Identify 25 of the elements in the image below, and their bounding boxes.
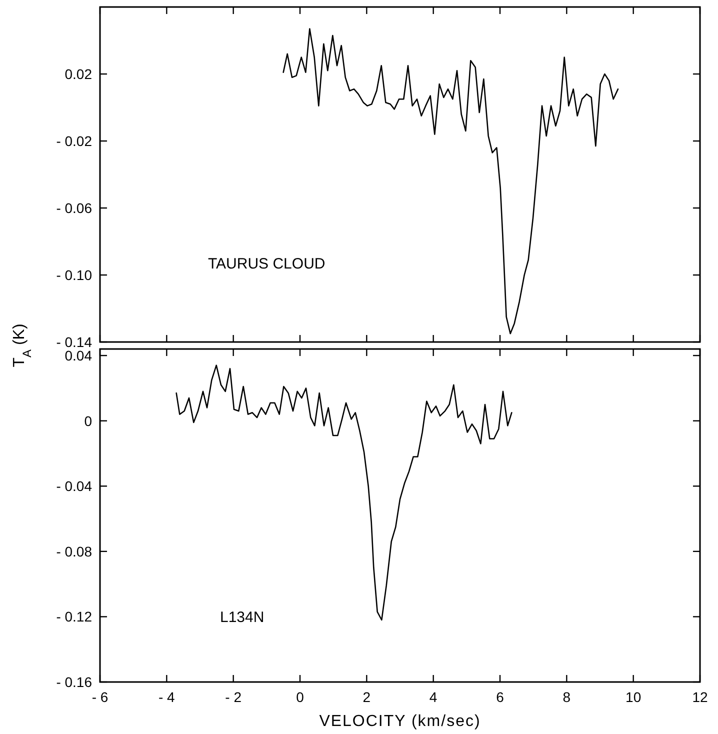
x-tick-label: 8 [562,689,571,705]
x-axis-title: VELOCITY (km/sec) [319,713,481,730]
line-series [176,364,512,621]
x-tick-label: - 4 [158,689,176,705]
x-tick-label: 4 [429,689,438,705]
x-tick-label: - 2 [225,689,242,705]
x-tick-label: 10 [626,689,642,705]
y-tick-label: - 0.10 [56,267,92,283]
x-tick-label: 0 [296,689,304,705]
x-tick-label: 2 [362,689,371,705]
y-tick-label: - 0.04 [56,478,92,494]
annotation: TAURUS CLOUD [208,255,326,272]
y-tick-label: 0.02 [64,66,92,82]
y-tick-label: 0.04 [64,348,92,364]
y-tick-label: - 0.08 [56,543,92,560]
x-tick-label: 12 [692,689,708,705]
y-tick-label: - 0.14 [56,334,92,350]
y-tick-label: - 0.02 [56,133,92,149]
x-tick-label: - 6 [92,689,108,705]
y-tick-label: - 0.12 [56,608,92,625]
y-tick-label: 0 [84,412,92,429]
annotation: L134N [220,609,264,626]
y-tick-label: - 0.16 [56,674,92,690]
x-tick-label: 6 [496,689,504,705]
y-tick-label: - 0.06 [56,200,92,216]
